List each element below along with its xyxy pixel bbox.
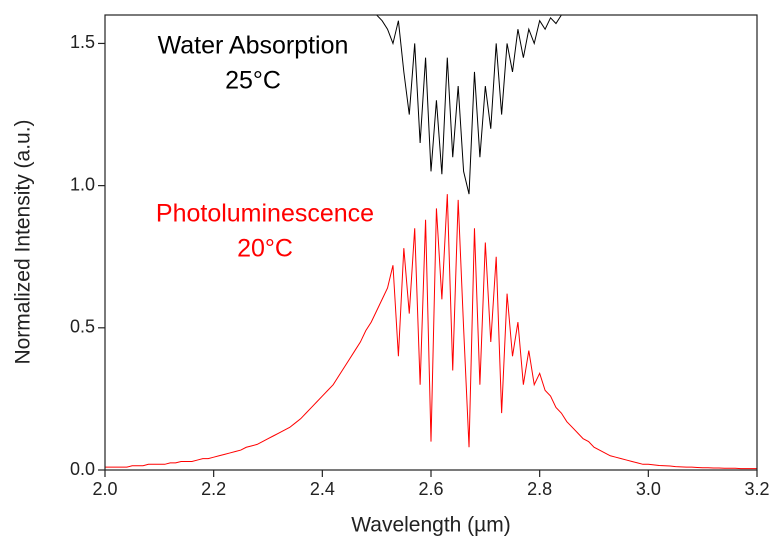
x-axis-title: Wavelength (µm) (351, 514, 511, 537)
x-tick-label: 2.8 (527, 479, 552, 499)
plot-frame (104, 14, 758, 471)
annotation: 25°C (225, 67, 281, 95)
x-tick-label: 3.2 (744, 479, 769, 499)
y-axis-title: Normalized Intensity (a.u.) (12, 119, 35, 364)
x-tick-label: 2.2 (201, 479, 226, 499)
y-tick-label: 1.5 (70, 32, 95, 52)
spectrum-line (105, 194, 757, 470)
y-tick-label: 0.5 (70, 317, 95, 337)
x-tick-label: 2.6 (418, 479, 443, 499)
annotation: 20°C (237, 235, 293, 263)
x-tick-label: 2.4 (310, 479, 335, 499)
y-tick-label: 1.0 (70, 174, 95, 194)
y-tick-label: 0.0 (70, 459, 95, 479)
annotation: Water Absorption (158, 32, 349, 60)
annotation: Photoluminescence (156, 200, 374, 228)
x-tick-label: 3.0 (636, 479, 661, 499)
spectrum-line (105, 14, 757, 195)
x-tick-label: 2.0 (92, 479, 117, 499)
